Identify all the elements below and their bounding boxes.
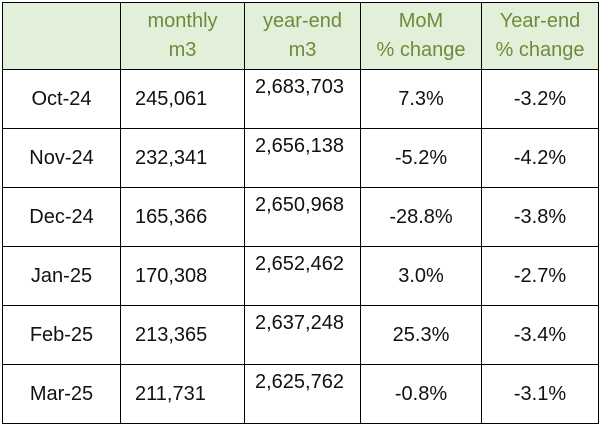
cell-year-end: 2,625,762 bbox=[244, 364, 361, 424]
header-row: monthly m3 year-end m3 MoM % change Year… bbox=[2, 2, 599, 70]
cell-monthly: 170,308 bbox=[120, 246, 245, 306]
header-monthly-line2: m3 bbox=[168, 39, 197, 61]
header-monthly: monthly m3 bbox=[120, 2, 245, 70]
cell-month: Mar-25 bbox=[2, 364, 121, 424]
header-year-end-line2: m3 bbox=[288, 39, 317, 61]
header-year-end: year-end m3 bbox=[244, 2, 361, 70]
header-mom-line2: % change bbox=[376, 39, 466, 61]
table-row: Mar-25 211,731 2,625,762 -0.8% -3.1% bbox=[2, 364, 599, 424]
header-mom-line1: MoM bbox=[398, 10, 444, 32]
cell-year-end: 2,650,968 bbox=[244, 187, 361, 247]
table-row: Feb-25 213,365 2,637,248 25.3% -3.4% bbox=[2, 305, 599, 365]
cell-monthly: 211,731 bbox=[120, 364, 245, 424]
cell-monthly: 232,341 bbox=[120, 128, 245, 188]
header-ye-change-line1: Year-end bbox=[499, 10, 581, 32]
cell-year-end: 2,652,462 bbox=[244, 246, 361, 306]
table-row: Jan-25 170,308 2,652,462 3.0% -2.7% bbox=[2, 246, 599, 306]
cell-monthly: 213,365 bbox=[120, 305, 245, 365]
header-year-end-line1: year-end bbox=[263, 10, 342, 32]
cell-month: Nov-24 bbox=[2, 128, 121, 188]
cell-month: Jan-25 bbox=[2, 246, 121, 306]
cell-mom: 25.3% bbox=[360, 305, 482, 365]
cell-ye-change: -3.1% bbox=[481, 364, 599, 424]
table-row: Dec-24 165,366 2,650,968 -28.8% -3.8% bbox=[2, 187, 599, 247]
cell-mom: 3.0% bbox=[360, 246, 482, 306]
cell-ye-change: -3.2% bbox=[481, 69, 599, 129]
cell-month: Dec-24 bbox=[2, 187, 121, 247]
cell-monthly: 245,061 bbox=[120, 69, 245, 129]
cell-year-end: 2,656,138 bbox=[244, 128, 361, 188]
cell-mom: -5.2% bbox=[360, 128, 482, 188]
cell-month: Feb-25 bbox=[2, 305, 121, 365]
cell-mom: -0.8% bbox=[360, 364, 482, 424]
header-corner-cell bbox=[2, 2, 121, 70]
cell-ye-change: -3.8% bbox=[481, 187, 599, 247]
header-ye-change-line2: % change bbox=[495, 39, 585, 61]
cell-ye-change: -2.7% bbox=[481, 246, 599, 306]
cell-mom: -28.8% bbox=[360, 187, 482, 247]
cell-ye-change: -4.2% bbox=[481, 128, 599, 188]
cell-ye-change: -3.4% bbox=[481, 305, 599, 365]
header-mom: MoM % change bbox=[360, 2, 482, 70]
header-monthly-line1: monthly bbox=[147, 10, 218, 32]
cell-monthly: 165,366 bbox=[120, 187, 245, 247]
table-row: Oct-24 245,061 2,683,703 7.3% -3.2% bbox=[2, 69, 599, 129]
table-row: Nov-24 232,341 2,656,138 -5.2% -4.2% bbox=[2, 128, 599, 188]
cell-mom: 7.3% bbox=[360, 69, 482, 129]
cell-month: Oct-24 bbox=[2, 69, 121, 129]
header-ye-change: Year-end % change bbox=[481, 2, 599, 70]
cell-year-end: 2,637,248 bbox=[244, 305, 361, 365]
cell-year-end: 2,683,703 bbox=[244, 69, 361, 129]
